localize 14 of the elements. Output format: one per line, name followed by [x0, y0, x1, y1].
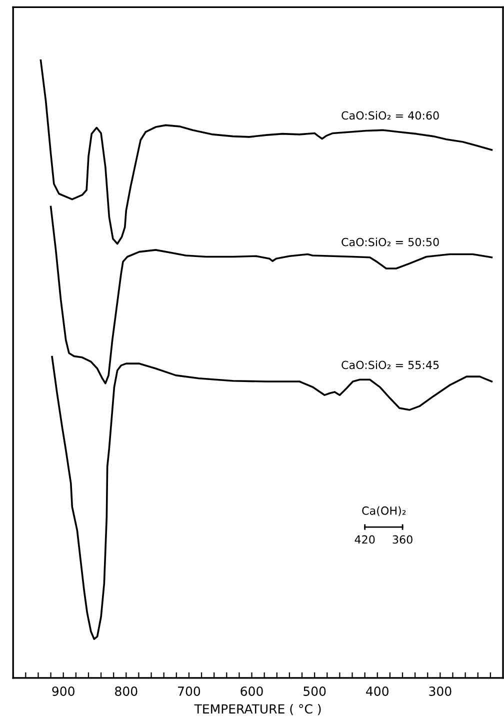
annotation: 420: [354, 535, 375, 544]
series-label: CaO:SiO₂ = 50:50: [342, 238, 439, 246]
x-tick-label: 500: [304, 686, 326, 696]
x-axis-title: TEMPERATURE ( °C ): [194, 704, 321, 716]
series-label: CaO:SiO₂ = 55:45: [342, 360, 439, 370]
annotation: Ca(OH)₂: [362, 506, 406, 516]
x-tick-label: 600: [240, 686, 263, 696]
x-tick-label: 400: [366, 686, 388, 696]
x-tick-label: 300: [429, 686, 452, 696]
x-tick-label: 900: [52, 686, 74, 696]
x-tick-label: 700: [178, 686, 200, 696]
series-label: CaO:SiO₂ = 40:60: [342, 111, 439, 120]
annotation: 360: [392, 535, 412, 544]
x-tick-label: 800: [115, 686, 138, 696]
